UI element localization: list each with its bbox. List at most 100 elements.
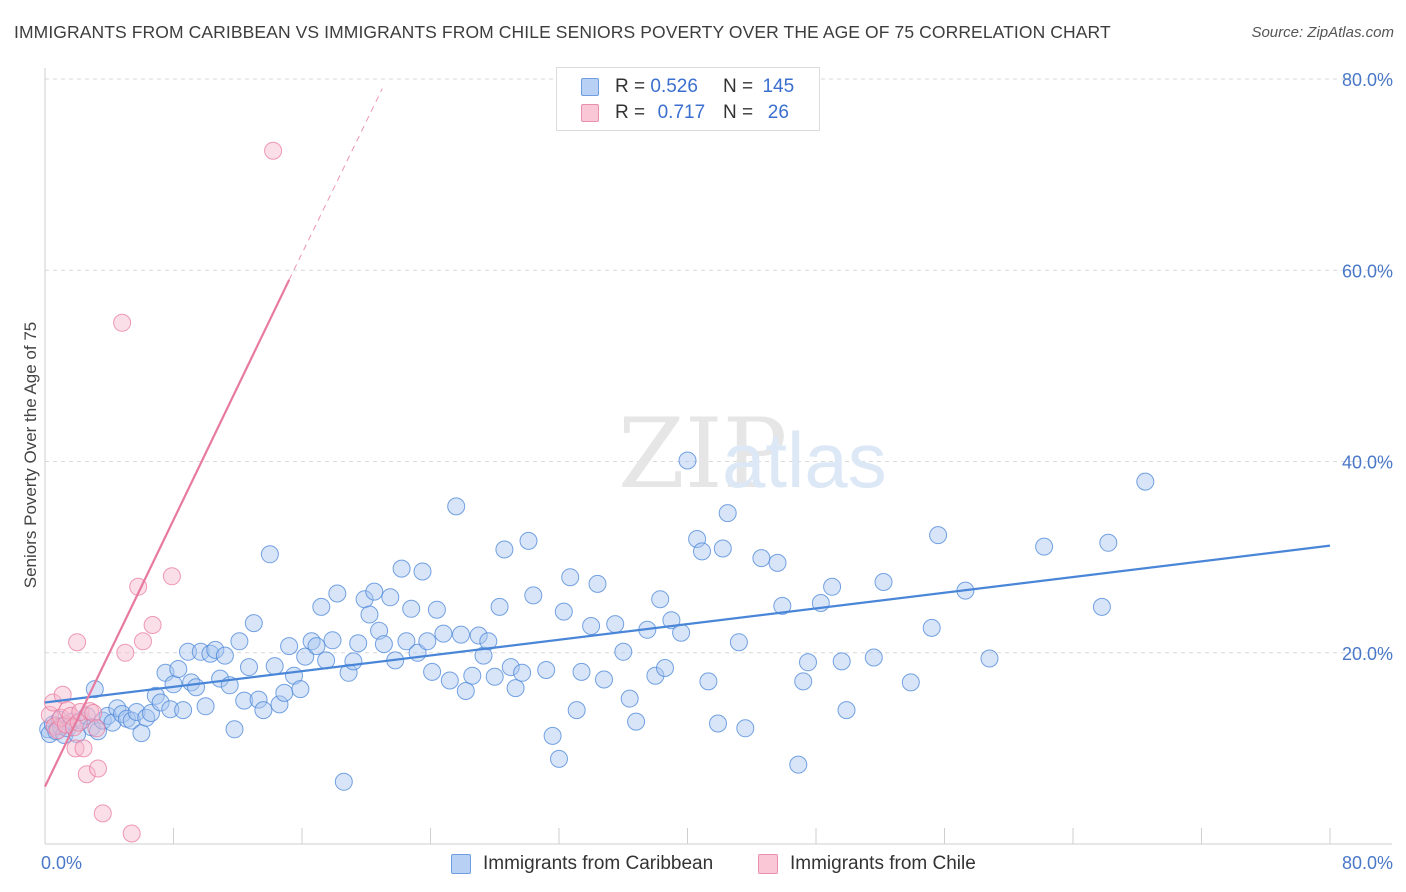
caribbean-trend-line — [44, 544, 1331, 704]
caribbean-point-139 — [864, 648, 883, 667]
caribbean-point-90 — [474, 646, 493, 665]
caribbean-point-32 — [174, 701, 193, 720]
caribbean-point-137 — [832, 652, 851, 671]
watermark-zip: ZIP — [618, 398, 787, 510]
caribbean-point-63 — [328, 584, 347, 603]
caribbean-swatch — [581, 78, 599, 96]
caribbean-point-53 — [275, 683, 294, 702]
caribbean-point-126 — [718, 504, 737, 523]
caribbean-point-133 — [794, 672, 813, 691]
caribbean-points — [39, 451, 1155, 791]
caribbean-point-117 — [656, 659, 674, 677]
caribbean-point-116 — [651, 590, 670, 609]
caribbean-point-100 — [537, 661, 556, 679]
caribbean-point-127 — [729, 633, 748, 652]
caribbean-point-138 — [837, 701, 856, 720]
caribbean-point-108 — [588, 574, 607, 593]
caribbean-point-112 — [620, 689, 639, 708]
caribbean-point-58 — [302, 632, 321, 651]
caribbean-point-60 — [312, 597, 331, 616]
caribbean-point-70 — [365, 582, 384, 601]
caribbean-point-77 — [402, 599, 421, 618]
caribbean-point-80 — [418, 632, 437, 651]
bottom-legend-caribbean-label: Immigrants from Caribbean — [483, 853, 714, 874]
grid-layer — [45, 78, 1392, 654]
legend-n-label: N = — [722, 76, 754, 97]
chile-point-26 — [143, 616, 162, 634]
caribbean-point-102 — [550, 749, 568, 768]
caribbean-point-146 — [1035, 537, 1054, 556]
caribbean-point-31 — [169, 660, 188, 678]
caribbean-point-48 — [249, 690, 268, 709]
caribbean-point-88 — [463, 666, 482, 685]
caribbean-point-69 — [360, 605, 379, 624]
y-tick-label-1: 40.0% — [1342, 453, 1393, 473]
caribbean-point-54 — [280, 637, 299, 656]
caribbean-point-136 — [823, 577, 842, 596]
legend-r-value: 0.526 — [650, 76, 698, 97]
caribbean-point-83 — [434, 624, 453, 643]
chile-point-15 — [77, 765, 96, 784]
caribbean-point-130 — [768, 553, 787, 572]
caribbean-point-89 — [469, 626, 488, 645]
caribbean-point-140 — [874, 573, 893, 591]
chile-point-14 — [74, 739, 93, 758]
caribbean-point-134 — [799, 653, 817, 672]
caribbean-point-94 — [495, 540, 514, 559]
caribbean-point-66 — [344, 652, 363, 671]
caribbean-point-23 — [132, 724, 151, 743]
chart-title: IMMIGRANTS FROM CARIBBEAN VS IMMIGRANTS … — [14, 22, 1111, 42]
caribbean-point-45 — [235, 691, 254, 710]
caribbean-point-113 — [627, 712, 646, 731]
tick-label-layer: 20.0% 40.0% 60.0% 80.0% 0.0% 80.0% — [41, 70, 1393, 873]
caribbean-point-57 — [296, 647, 315, 666]
chile-point-20 — [93, 804, 112, 823]
caribbean-point-27 — [151, 693, 170, 712]
caribbean-point-79 — [413, 562, 432, 581]
caribbean-point-149 — [1136, 472, 1155, 491]
caribbean-point-95 — [501, 658, 520, 677]
caribbean-point-104 — [561, 568, 580, 587]
caribbean-point-30 — [164, 675, 183, 694]
caribbean-point-92 — [485, 667, 504, 686]
caribbean-point-75 — [392, 559, 411, 578]
y-tick-label-2: 60.0% — [1342, 261, 1393, 281]
caribbean-point-115 — [646, 666, 665, 685]
chile-points — [40, 141, 283, 843]
legend-r-label: R = — [615, 76, 646, 97]
caribbean-swatch — [451, 854, 471, 874]
caribbean-point-37 — [196, 697, 215, 716]
caribbean-point-46 — [240, 658, 258, 677]
caribbean-point-131 — [773, 596, 792, 615]
legend-n-value: 145 — [762, 76, 795, 97]
caribbean-point-122 — [693, 542, 711, 561]
caribbean-point-76 — [397, 632, 416, 651]
caribbean-point-33 — [179, 642, 197, 661]
caribbean-point-84 — [440, 671, 459, 690]
caribbean-point-56 — [291, 680, 310, 699]
caribbean-point-21 — [122, 711, 141, 730]
caribbean-point-129 — [752, 549, 771, 568]
caribbean-point-72 — [374, 635, 393, 654]
chile-point-25 — [134, 632, 152, 651]
legend-n-value: 26 — [767, 102, 789, 123]
caribbean-point-14 — [89, 722, 107, 741]
caribbean-point-29 — [161, 700, 180, 719]
caribbean-point-65 — [339, 663, 358, 682]
caribbean-point-145 — [980, 649, 999, 668]
caribbean-point-43 — [225, 720, 244, 739]
caribbean-point-50 — [260, 545, 279, 564]
legend-r-value: 0.717 — [657, 102, 706, 123]
caribbean-point-120 — [678, 451, 697, 470]
x-tick-label-0: 0.0% — [41, 853, 82, 873]
legend-r-label: R = — [615, 102, 646, 123]
caribbean-point-40 — [211, 669, 230, 688]
caribbean-point-91 — [479, 632, 498, 651]
caribbean-point-143 — [929, 526, 948, 545]
caribbean-point-35 — [187, 678, 205, 697]
caribbean-point-98 — [519, 531, 538, 550]
caribbean-point-99 — [524, 586, 543, 605]
caribbean-point-82 — [427, 600, 446, 619]
caribbean-point-119 — [672, 623, 691, 642]
watermark-atlas: atlas — [722, 416, 887, 504]
